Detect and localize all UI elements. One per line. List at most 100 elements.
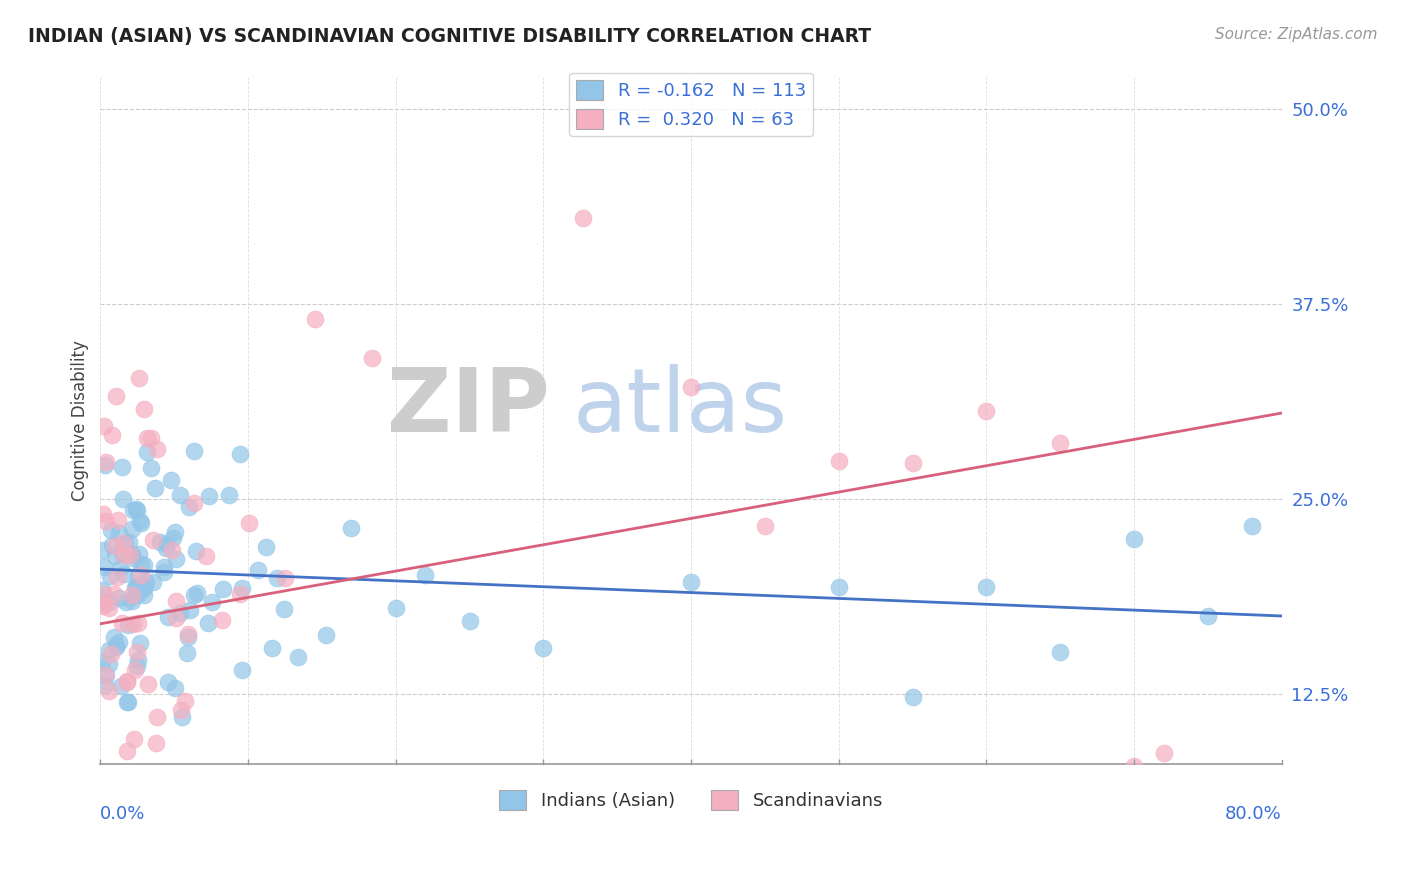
Point [91,507,114,521]
Point [114,535,136,549]
Point [132,588,155,602]
Point [93,668,115,682]
Point [122,551,145,566]
Text: 80.0%: 80.0% [1225,805,1282,823]
Point [141,431,163,445]
Point [117,695,139,709]
Point [127,568,149,582]
Point [162,542,184,557]
Point [231,663,253,677]
Text: atlas: atlas [572,364,787,450]
Point [1049,645,1071,659]
Point [132,558,155,572]
Point [90,655,112,669]
Point [156,609,179,624]
Point [165,681,187,695]
Point [94,678,117,692]
Point [165,611,187,625]
Point [156,536,179,550]
Point [121,547,143,561]
Point [169,607,191,621]
Point [135,575,157,590]
Text: INDIAN (ASIAN) VS SCANDINAVIAN COGNITIVE DISABILITY CORRELATION CHART: INDIAN (ASIAN) VS SCANDINAVIAN COGNITIVE… [28,27,872,45]
Point [100,647,122,661]
Point [93,418,115,433]
Point [1123,532,1146,546]
Point [260,640,283,655]
Point [229,587,252,601]
Point [105,389,128,403]
Point [165,593,187,607]
Point [136,677,159,691]
Point [122,731,145,746]
Point [104,539,127,553]
Point [121,593,143,607]
Point [127,615,149,630]
Point [125,580,148,594]
Point [146,710,169,724]
Point [108,591,131,605]
Point [111,536,134,550]
Point [229,447,252,461]
Point [118,534,141,549]
Point [93,560,115,574]
Point [170,703,193,717]
Point [111,459,134,474]
Point [273,601,295,615]
Point [139,460,162,475]
Point [143,481,166,495]
Point [110,615,132,630]
Point [115,744,138,758]
Point [112,548,135,562]
Point [287,650,309,665]
Point [124,663,146,677]
Point [100,427,122,442]
Point [976,403,998,417]
Point [91,597,114,611]
Point [413,568,436,582]
Point [165,551,187,566]
Point [125,645,148,659]
Point [201,594,224,608]
Point [266,571,288,585]
Point [108,635,131,649]
Point [93,595,115,609]
Point [134,581,156,595]
Point [128,371,150,385]
Point [118,549,141,563]
Point [129,514,152,528]
Point [571,211,593,225]
Point [162,531,184,545]
Point [315,628,337,642]
Point [184,544,207,558]
Point [134,580,156,594]
Point [211,613,233,627]
Point [107,513,129,527]
Point [100,524,122,538]
Point [174,694,197,708]
Point [103,549,125,563]
Point [340,521,363,535]
Point [155,541,177,555]
Point [172,710,194,724]
Point [105,639,128,653]
Point [169,488,191,502]
Point [122,617,145,632]
Point [105,569,128,583]
Point [97,657,120,672]
Point [179,500,201,515]
Point [1197,608,1219,623]
Point [247,563,270,577]
Point [125,659,148,673]
Point [90,583,112,598]
Point [91,543,114,558]
Point [98,601,121,615]
Point [177,630,200,644]
Point [96,514,118,528]
Point [218,488,240,502]
Point [901,457,924,471]
Point [157,675,180,690]
Point [129,568,152,582]
Point [124,589,146,603]
Point [1241,519,1264,533]
